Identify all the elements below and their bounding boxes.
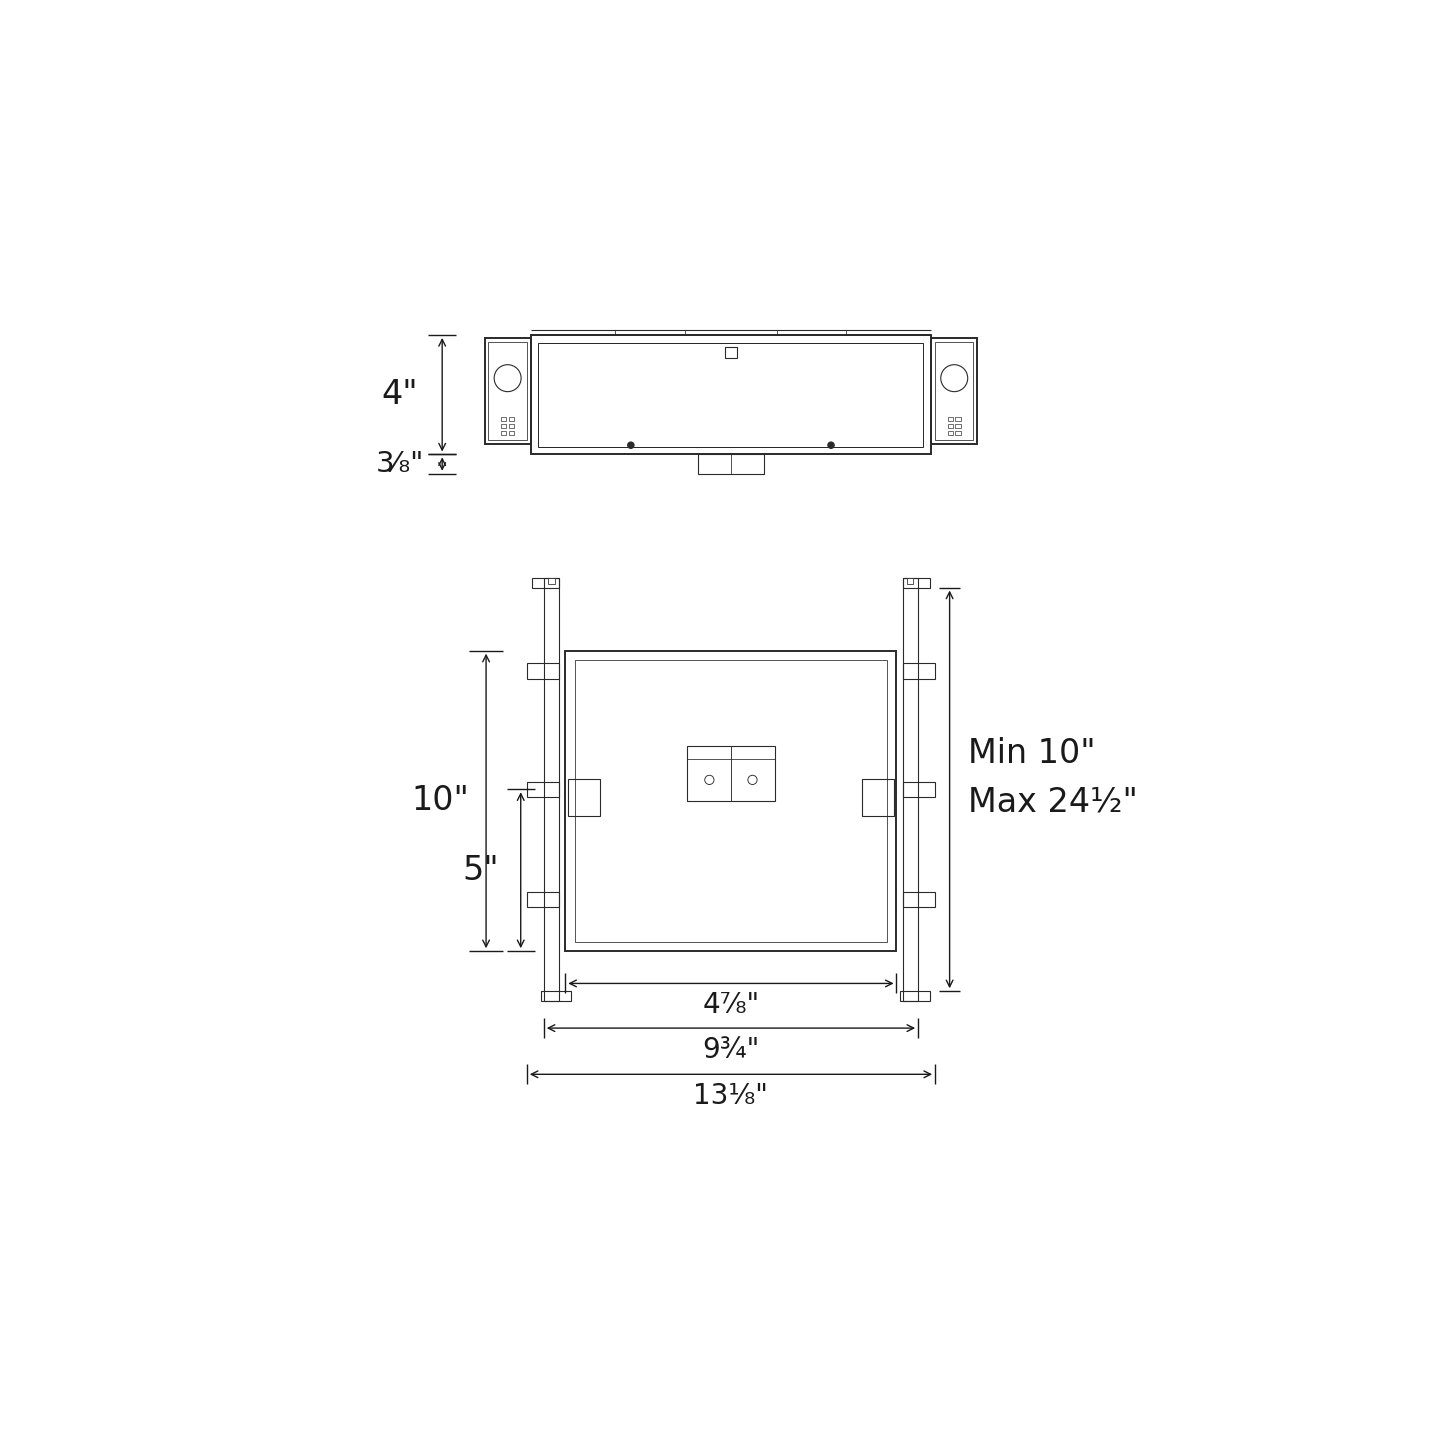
Bar xyxy=(698,454,763,474)
Text: 3⁄₈": 3⁄₈" xyxy=(376,449,423,478)
Bar xyxy=(903,578,918,1001)
Bar xyxy=(539,342,923,447)
Bar xyxy=(955,431,961,435)
Bar xyxy=(501,431,507,435)
Bar xyxy=(575,660,887,942)
Bar xyxy=(955,423,961,428)
Bar xyxy=(527,663,559,679)
Text: 4⅞": 4⅞" xyxy=(702,991,760,1019)
Bar xyxy=(527,782,559,798)
Bar xyxy=(903,663,935,679)
Bar xyxy=(509,431,514,435)
Bar xyxy=(907,578,913,584)
Bar xyxy=(686,746,775,801)
Bar xyxy=(931,338,977,444)
Circle shape xyxy=(828,442,834,448)
Text: 13⅛": 13⅛" xyxy=(694,1082,769,1110)
Bar xyxy=(527,892,559,907)
Bar xyxy=(903,578,929,588)
Bar xyxy=(861,779,894,815)
Text: Min 10"
Max 24½": Min 10" Max 24½" xyxy=(968,737,1139,819)
Bar xyxy=(568,779,600,815)
Text: 4": 4" xyxy=(381,379,418,412)
Bar xyxy=(565,650,896,951)
Bar xyxy=(903,782,935,798)
Bar xyxy=(935,341,974,441)
Bar xyxy=(948,423,954,428)
Bar xyxy=(948,416,954,420)
Bar xyxy=(532,578,559,588)
Bar xyxy=(948,431,954,435)
Circle shape xyxy=(627,442,634,448)
Bar xyxy=(501,423,507,428)
Bar xyxy=(501,416,507,420)
Bar xyxy=(900,991,929,1001)
Text: 10": 10" xyxy=(410,785,468,818)
Bar xyxy=(955,416,961,420)
Bar xyxy=(725,347,737,358)
Text: 9¾": 9¾" xyxy=(702,1036,760,1064)
Bar xyxy=(488,341,527,441)
Bar xyxy=(549,578,555,584)
Bar xyxy=(903,892,935,907)
Bar xyxy=(484,338,530,444)
Bar xyxy=(543,578,559,1001)
Bar xyxy=(509,423,514,428)
Bar xyxy=(540,991,571,1001)
Bar xyxy=(530,335,931,454)
Bar xyxy=(509,416,514,420)
Text: 5": 5" xyxy=(462,854,499,887)
